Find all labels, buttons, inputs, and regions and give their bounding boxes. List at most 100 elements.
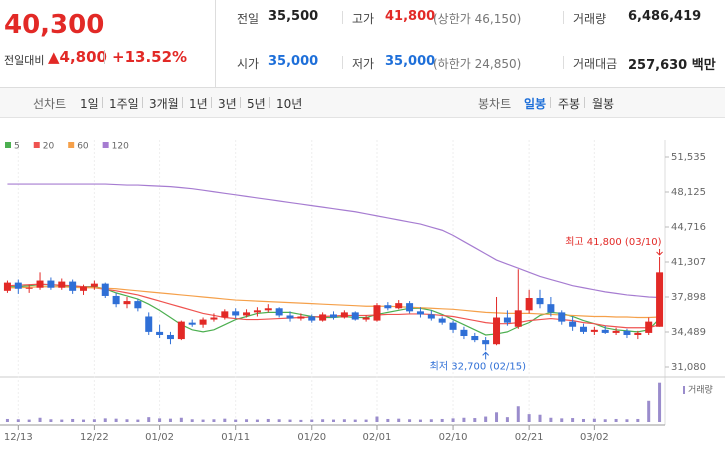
volume-bar [603, 419, 607, 422]
legend-swatch [5, 142, 11, 148]
tab[interactable]: 월봉 [592, 97, 615, 111]
y-tick-label: 51,535 [671, 152, 706, 163]
volume-bar [190, 419, 194, 422]
volume-bar [125, 419, 129, 422]
candle-body [656, 272, 664, 327]
volume-bar [560, 418, 564, 422]
divider [563, 56, 564, 69]
tab-bar: 선차트 1일 1주일 3개월 1년 3년 5년 10년 봉차트 일봉 주봉 월봉 [0, 88, 725, 118]
volume-bar [223, 418, 227, 422]
candle-body [503, 317, 511, 323]
volume-bar [136, 419, 140, 422]
candle-body [232, 311, 240, 316]
candle-body [199, 319, 207, 325]
volume-bar [168, 418, 172, 422]
tab[interactable]: 3년 [218, 97, 237, 111]
volume-bar [201, 419, 205, 422]
divider [563, 11, 564, 24]
volume-bar [375, 416, 379, 422]
volume-bar [505, 417, 509, 422]
volume-bar [212, 419, 216, 422]
candle-body [297, 316, 305, 319]
x-tick-label: 01/02 [145, 432, 174, 443]
volume-bar [614, 418, 618, 422]
candle-body [416, 311, 424, 315]
candle-body [69, 281, 77, 291]
legend-swatch [33, 142, 40, 148]
x-tick-label: 12/13 [4, 432, 33, 443]
candle-body [536, 298, 544, 305]
candle-body [351, 312, 359, 320]
tab[interactable]: 주봉 [558, 97, 581, 111]
x-tick-label: 02/21 [515, 432, 544, 443]
volume-bar [451, 418, 455, 422]
stat-value: 35,000 [268, 54, 319, 69]
stat-note: (하한가 24,850) [433, 57, 522, 71]
legend-label: 5 [14, 142, 20, 152]
candle-body [275, 308, 283, 316]
candle-body [493, 317, 501, 345]
volume-bar [299, 419, 303, 422]
legend-label: 20 [43, 142, 55, 152]
divider [342, 11, 343, 24]
stat-label: 저가 [352, 57, 375, 71]
y-tick-label: 37,898 [671, 292, 706, 303]
volume-bar [581, 418, 585, 422]
candle-body [623, 330, 631, 335]
tab[interactable]: 10년 [276, 97, 303, 111]
candle-body [47, 280, 55, 288]
candle-body [330, 314, 337, 318]
stat-label: 거래량 [573, 12, 607, 26]
separator [584, 97, 585, 108]
candle-body [406, 303, 414, 312]
price: 40,300 [4, 10, 105, 40]
candle-body [471, 335, 479, 341]
tab[interactable]: 3개월 [149, 97, 179, 111]
x-tick-label: 02/01 [363, 432, 392, 443]
volume-bar [658, 382, 662, 422]
candle-body [569, 321, 577, 327]
candle-body [123, 301, 131, 305]
header: 40,300 전일대비 ▲4,800 +13.52% 전일 35,500 고가 41,… [0, 0, 725, 88]
volume-bar [364, 419, 368, 422]
volume-bar [16, 419, 20, 422]
tab[interactable]: 1주일 [109, 97, 139, 111]
volume-bar [38, 417, 42, 422]
volume-bar [5, 418, 9, 422]
candle-body [460, 329, 468, 336]
tab[interactable]: 5년 [247, 97, 266, 111]
stat-value: 35,500 [268, 9, 319, 24]
tab[interactable]: 1일 [80, 97, 99, 111]
stat-label: 거래대금 [573, 57, 618, 71]
candle-body [340, 312, 348, 318]
tab[interactable]: 1년 [189, 97, 208, 111]
x-tick-label: 03/02 [580, 432, 609, 443]
volume-bar [516, 406, 520, 422]
volume-bar [82, 419, 86, 422]
candle-body [645, 321, 653, 333]
candle-body [482, 340, 490, 345]
candle-body [58, 281, 66, 288]
separator [240, 97, 241, 108]
candle-body [253, 310, 261, 313]
volume-bar [636, 418, 640, 422]
y-tick-label: 41,307 [671, 257, 706, 268]
x-tick-label: 12/22 [80, 432, 109, 443]
volume-bar [495, 412, 499, 422]
low-arrow [482, 351, 490, 360]
candle-body [101, 283, 109, 296]
candle-body [166, 334, 174, 340]
legend-label: 120 [112, 142, 129, 152]
volume-bar [571, 418, 575, 422]
legend-swatch [68, 142, 75, 148]
stat-value: 41,800 [385, 9, 436, 24]
change: ▲4,800 [48, 48, 107, 66]
volume-bar [92, 419, 96, 422]
volume-bar [266, 418, 270, 422]
candle-body [395, 303, 403, 309]
divider [215, 0, 216, 87]
y-tick-label: 44,716 [671, 222, 706, 233]
candle-body [112, 295, 120, 305]
separator [182, 97, 183, 108]
tab[interactable]: 일봉 [524, 97, 547, 111]
